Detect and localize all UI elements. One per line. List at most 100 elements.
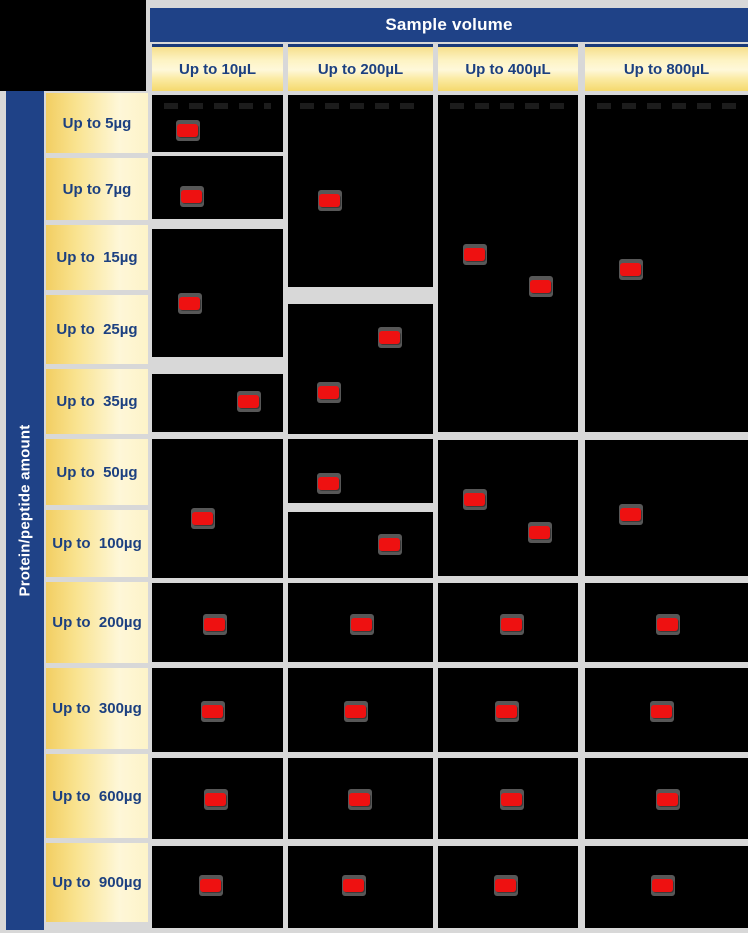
red-label-icon — [179, 297, 200, 310]
red-label-icon — [529, 526, 550, 539]
row-label-4: Up to 35µg — [46, 369, 148, 434]
product-marker-icon — [191, 508, 215, 529]
product-marker-icon — [344, 701, 368, 722]
red-label-icon — [349, 793, 370, 806]
product-marker-icon — [500, 789, 524, 810]
product-cell — [585, 583, 748, 662]
product-cell — [288, 668, 433, 752]
row-label-text: Up to 35µg — [56, 393, 138, 410]
product-marker-icon — [203, 614, 227, 635]
product-cell — [438, 583, 578, 662]
row-label-3: Up to 25µg — [46, 295, 148, 364]
product-marker-icon — [178, 293, 202, 314]
red-label-icon — [651, 705, 672, 718]
red-label-icon — [319, 194, 340, 207]
red-label-icon — [464, 493, 485, 506]
product-marker-icon — [317, 473, 341, 494]
row-label-text: Up to 5µg — [62, 114, 132, 132]
red-label-icon — [192, 512, 213, 525]
row-label-text: Up to 300µg — [52, 700, 142, 717]
product-cell — [152, 95, 283, 152]
product-cell — [288, 439, 433, 503]
product-cell — [585, 846, 748, 928]
red-label-icon — [318, 386, 339, 399]
product-cell — [585, 758, 748, 839]
product-cell — [152, 229, 283, 357]
red-label-icon — [238, 395, 259, 408]
row-label-0: Up to 5µg — [46, 93, 148, 153]
product-cell — [438, 758, 578, 839]
column-header-0: Up to 10µL — [152, 44, 283, 91]
product-cell — [152, 374, 283, 432]
product-marker-icon — [463, 244, 487, 265]
column-header-label: Up to 800µL — [623, 60, 710, 78]
product-cell — [288, 304, 433, 434]
row-label-8: Up to 300µg — [46, 668, 148, 749]
row-label-text: Up to 15µg — [56, 249, 138, 266]
red-label-icon — [205, 793, 226, 806]
row-label-text: Up to 7µg — [62, 180, 132, 198]
red-label-icon — [620, 508, 641, 521]
product-marker-icon — [176, 120, 200, 141]
red-label-icon — [620, 263, 641, 276]
row-label-9: Up to 600µg — [46, 754, 148, 838]
sample-volume-title: Sample volume — [385, 15, 513, 34]
product-marker-icon — [500, 614, 524, 635]
product-cell — [152, 156, 283, 219]
red-label-icon — [501, 618, 522, 631]
row-label-text: Up to 600µg — [52, 787, 142, 805]
red-label-icon — [496, 705, 517, 718]
red-label-icon — [657, 618, 678, 631]
product-cell — [152, 846, 283, 928]
product-marker-icon — [342, 875, 366, 896]
red-label-icon — [345, 705, 366, 718]
product-cell — [585, 95, 748, 432]
product-marker-icon — [180, 186, 204, 207]
product-cell — [152, 668, 283, 752]
product-cell — [288, 95, 433, 287]
red-label-icon — [530, 280, 551, 293]
product-marker-icon — [528, 522, 552, 543]
row-label-7: Up to 200µg — [46, 582, 148, 663]
column-header-1: Up to 200µL — [288, 44, 433, 91]
row-label-1: Up to 7µg — [46, 158, 148, 220]
product-cell — [438, 440, 578, 576]
row-label-text: Up to 25µg — [56, 321, 138, 338]
red-label-icon — [379, 331, 400, 344]
product-marker-icon — [656, 614, 680, 635]
product-marker-icon — [495, 701, 519, 722]
column-header-label: Up to 400µL — [465, 60, 551, 78]
red-label-icon — [318, 477, 339, 490]
product-cell — [288, 512, 433, 578]
product-marker-icon — [650, 701, 674, 722]
red-label-icon — [501, 793, 522, 806]
corner-block — [0, 0, 146, 91]
row-label-text: Up to 900µg — [52, 874, 142, 891]
row-label-text: Up to 100µg — [52, 535, 142, 552]
row-label-2: Up to 15µg — [46, 225, 148, 290]
red-label-icon — [204, 618, 225, 631]
red-label-icon — [202, 705, 223, 718]
row-label-5: Up to 50µg — [46, 439, 148, 505]
product-cell — [438, 846, 578, 928]
product-marker-icon — [317, 382, 341, 403]
red-label-icon — [652, 879, 673, 892]
column-header-2: Up to 400µL — [438, 44, 578, 91]
product-marker-icon — [350, 614, 374, 635]
red-label-icon — [379, 538, 400, 551]
product-marker-icon — [529, 276, 553, 297]
red-label-icon — [351, 618, 372, 631]
ghost-text-trace — [597, 103, 736, 109]
product-marker-icon — [237, 391, 261, 412]
row-label-10: Up to 900µg — [46, 843, 148, 922]
product-cell — [152, 439, 283, 578]
product-marker-icon — [318, 190, 342, 211]
red-label-icon — [343, 879, 364, 892]
product-cell — [585, 440, 748, 576]
column-header-label: Up to 200µL — [317, 60, 404, 78]
product-cell — [152, 583, 283, 662]
product-marker-icon — [463, 489, 487, 510]
red-label-icon — [495, 879, 516, 892]
product-cell — [585, 668, 748, 752]
